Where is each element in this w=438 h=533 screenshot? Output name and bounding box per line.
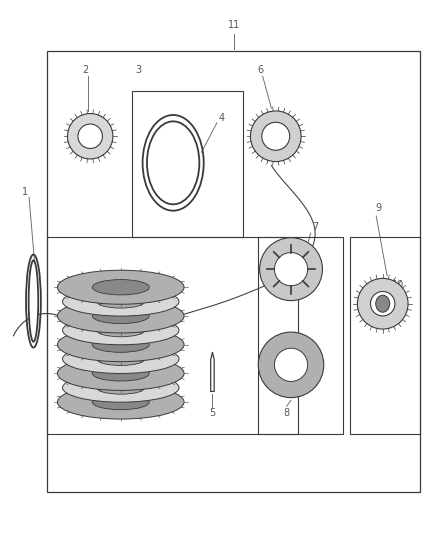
Text: 2: 2: [83, 65, 89, 75]
Bar: [258, 237, 343, 434]
Ellipse shape: [262, 122, 290, 150]
Ellipse shape: [63, 344, 179, 374]
Ellipse shape: [260, 238, 322, 301]
Ellipse shape: [258, 332, 324, 398]
Ellipse shape: [78, 124, 102, 149]
Ellipse shape: [57, 385, 184, 419]
Ellipse shape: [147, 122, 199, 204]
Bar: [132, 91, 243, 237]
Ellipse shape: [92, 308, 149, 324]
Ellipse shape: [63, 287, 179, 316]
Circle shape: [376, 295, 390, 312]
Ellipse shape: [251, 111, 301, 161]
Ellipse shape: [63, 373, 179, 402]
Text: 1: 1: [21, 187, 28, 197]
Ellipse shape: [97, 295, 145, 308]
Ellipse shape: [371, 292, 395, 316]
Ellipse shape: [57, 357, 184, 390]
Ellipse shape: [28, 261, 38, 342]
Ellipse shape: [57, 328, 184, 362]
Text: 11: 11: [228, 20, 240, 30]
Text: 6: 6: [258, 65, 264, 75]
Ellipse shape: [57, 270, 184, 304]
Text: 3: 3: [135, 65, 141, 75]
Ellipse shape: [92, 280, 149, 295]
Ellipse shape: [97, 324, 145, 337]
Text: 4: 4: [218, 112, 224, 123]
Ellipse shape: [92, 366, 149, 381]
Ellipse shape: [92, 337, 149, 352]
Text: 10: 10: [392, 280, 404, 290]
Ellipse shape: [357, 278, 408, 329]
Text: 9: 9: [375, 203, 381, 213]
Ellipse shape: [97, 381, 145, 394]
Text: 5: 5: [209, 408, 215, 418]
Ellipse shape: [63, 316, 179, 345]
Ellipse shape: [275, 348, 307, 382]
Ellipse shape: [67, 114, 113, 159]
Bar: [350, 237, 420, 434]
Ellipse shape: [92, 394, 149, 410]
Text: 7: 7: [312, 222, 318, 232]
Ellipse shape: [275, 253, 307, 286]
Text: 8: 8: [284, 408, 290, 418]
Ellipse shape: [97, 352, 145, 366]
Ellipse shape: [57, 299, 184, 333]
Bar: [46, 237, 297, 434]
Bar: [46, 51, 420, 492]
